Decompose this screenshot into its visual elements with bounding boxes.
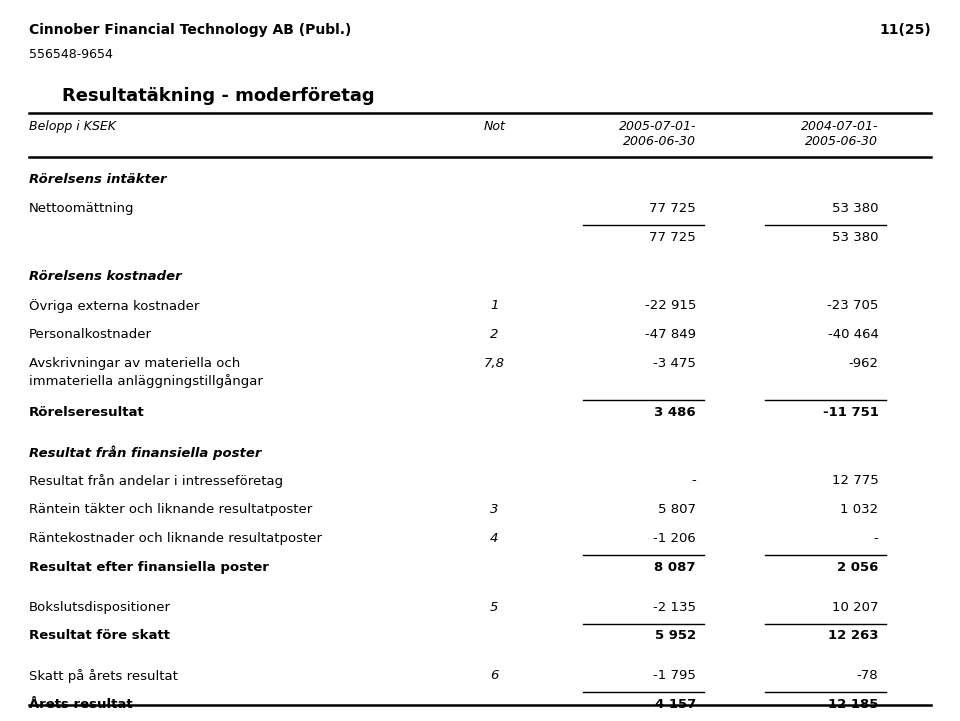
Text: 5 952: 5 952	[655, 629, 696, 642]
Text: 7,8: 7,8	[484, 357, 505, 370]
Text: Belopp i KSEK: Belopp i KSEK	[29, 120, 116, 133]
Text: -1 206: -1 206	[653, 532, 696, 545]
Text: 2004-07-01-
2005-06-30: 2004-07-01- 2005-06-30	[801, 120, 878, 149]
Text: Skatt på årets resultat: Skatt på årets resultat	[29, 669, 178, 683]
Text: 5: 5	[491, 601, 498, 614]
Text: Rörelsens kostnader: Rörelsens kostnader	[29, 270, 181, 283]
Text: Årets resultat: Årets resultat	[29, 698, 132, 711]
Text: -3 475: -3 475	[653, 357, 696, 370]
Text: 53 380: 53 380	[832, 202, 878, 215]
Text: Nettoomättning: Nettoomättning	[29, 202, 134, 215]
Text: 12 185: 12 185	[828, 698, 878, 711]
Text: -962: -962	[849, 357, 878, 370]
Text: 12 263: 12 263	[828, 629, 878, 642]
Text: 12 775: 12 775	[831, 474, 878, 487]
Text: Not: Not	[484, 120, 505, 133]
Text: 53 380: 53 380	[832, 231, 878, 244]
Text: Räntein täkter och liknande resultatposter: Räntein täkter och liknande resultatpost…	[29, 503, 312, 516]
Text: -11 751: -11 751	[823, 406, 878, 419]
Text: -40 464: -40 464	[828, 328, 878, 341]
Text: Bokslutsdispositioner: Bokslutsdispositioner	[29, 601, 171, 614]
Text: Övriga externa kostnader: Övriga externa kostnader	[29, 299, 199, 313]
Text: 11(25): 11(25)	[879, 23, 931, 37]
Text: 1: 1	[491, 299, 498, 312]
Text: Resultat före skatt: Resultat före skatt	[29, 629, 170, 642]
Text: 2: 2	[491, 328, 498, 341]
Text: -1 795: -1 795	[653, 669, 696, 682]
Text: 5 807: 5 807	[658, 503, 696, 516]
Text: 4: 4	[491, 532, 498, 545]
Text: 10 207: 10 207	[832, 601, 878, 614]
Text: 2 056: 2 056	[837, 561, 878, 574]
Text: 77 725: 77 725	[649, 202, 696, 215]
Text: -: -	[691, 474, 696, 487]
Text: -: -	[874, 532, 878, 545]
Text: 3 486: 3 486	[655, 406, 696, 419]
Text: 3: 3	[491, 503, 498, 516]
Text: Resultat efter finansiella poster: Resultat efter finansiella poster	[29, 561, 269, 574]
Text: 8 087: 8 087	[655, 561, 696, 574]
Text: Resultatäkning - moderföretag: Resultatäkning - moderföretag	[62, 87, 375, 105]
Text: Personalkostnader: Personalkostnader	[29, 328, 152, 341]
Text: 6: 6	[491, 669, 498, 682]
Text: -47 849: -47 849	[645, 328, 696, 341]
Text: Rörelseresultat: Rörelseresultat	[29, 406, 145, 419]
Text: 4 157: 4 157	[655, 698, 696, 711]
Text: Resultat från finansiella poster: Resultat från finansiella poster	[29, 446, 261, 460]
Text: -2 135: -2 135	[653, 601, 696, 614]
Text: Rörelsens intäkter: Rörelsens intäkter	[29, 173, 166, 186]
Text: 1 032: 1 032	[840, 503, 878, 516]
Text: Avskrivningar av materiella och
immateriella anläggningstillgångar: Avskrivningar av materiella och immateri…	[29, 357, 263, 388]
Text: Cinnober Financial Technology AB (Publ.): Cinnober Financial Technology AB (Publ.)	[29, 23, 351, 37]
Text: Räntekostnader och liknande resultatposter: Räntekostnader och liknande resultatpost…	[29, 532, 322, 545]
Text: -23 705: -23 705	[827, 299, 878, 312]
Text: -78: -78	[856, 669, 878, 682]
Text: -22 915: -22 915	[644, 299, 696, 312]
Text: 2005-07-01-
2006-06-30: 2005-07-01- 2006-06-30	[618, 120, 696, 149]
Text: Resultat från andelar i intresseföretag: Resultat från andelar i intresseföretag	[29, 474, 283, 488]
Text: 556548-9654: 556548-9654	[29, 48, 112, 61]
Text: 77 725: 77 725	[649, 231, 696, 244]
